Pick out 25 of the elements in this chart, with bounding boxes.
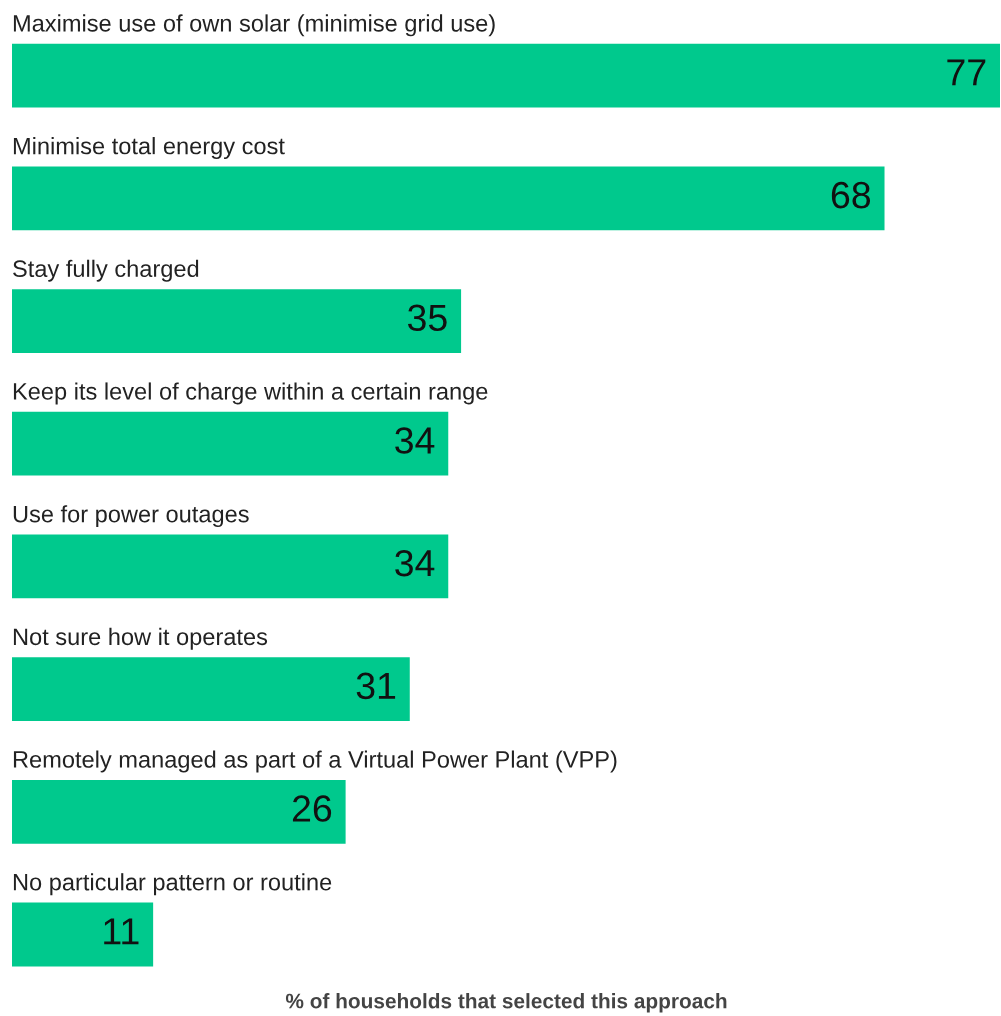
bar <box>12 902 154 967</box>
bar <box>12 779 346 844</box>
bar <box>12 166 885 231</box>
bar <box>12 534 449 599</box>
data-label: 34 <box>395 427 435 454</box>
data-label: 26 <box>292 795 332 822</box>
x-axis-title: % of households that selected this approach <box>285 993 727 1013</box>
y-tick-label: Not sure how it operates <box>13 627 268 650</box>
y-tick-label: Keep its level of charge within a certain range <box>13 382 488 405</box>
data-label: 34 <box>395 549 435 577</box>
y-tick-label: Use for power outages <box>13 505 249 528</box>
data-label: 31 <box>356 672 396 700</box>
data-label: 68 <box>831 181 871 209</box>
bar <box>12 411 449 476</box>
data-label: 35 <box>407 304 447 332</box>
data-label: 77 <box>947 59 986 86</box>
y-tick-label: Stay fully charged <box>13 259 199 282</box>
y-tick-label: Maximise use of own solar (minimise grid use) <box>13 14 495 37</box>
data-label: 11 <box>104 918 139 945</box>
bar <box>12 289 462 353</box>
y-tick-label: Remotely managed as part of a Virtual Power Plant (VPP) <box>13 750 617 773</box>
bar <box>12 657 410 722</box>
y-tick-label: No particular pattern or routine <box>13 873 332 896</box>
bar <box>12 43 1000 108</box>
y-tick-label: Minimise total energy cost <box>13 137 285 160</box>
